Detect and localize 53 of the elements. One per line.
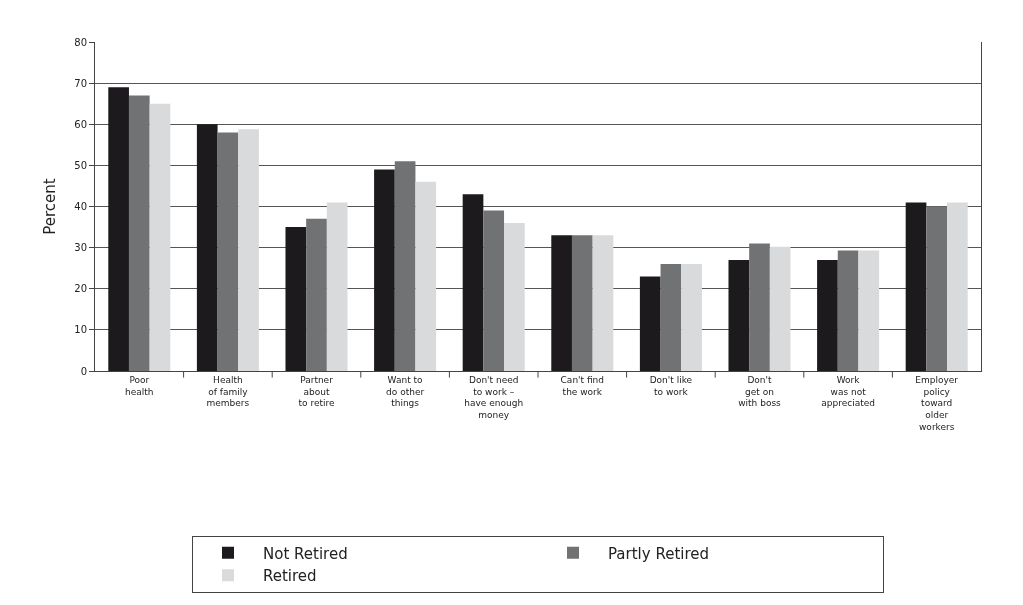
bar [769,246,791,371]
bar [196,124,218,371]
x-tick-label: Health of family members [206,374,250,409]
bar [551,235,572,371]
y-tick-label: 0 [80,365,87,377]
y-tick-label: 50 [74,159,87,171]
bar [837,250,859,371]
bar [217,132,239,371]
bar [238,129,259,371]
bar [681,264,702,371]
bar [149,103,171,371]
bar [858,250,880,371]
x-tick-label: Don't need to work – have enough money [464,374,524,420]
bar [326,202,348,371]
bar [504,222,525,371]
y-tick-label: 40 [74,201,87,212]
y-tick-label: 70 [74,77,87,89]
x-tick-label: Poor health [125,374,154,397]
bar [571,235,593,371]
legend-label: Not Retired [263,544,348,563]
bar [483,210,505,371]
x-tick-label: Don't get on with boss [738,374,782,409]
legend-label: Retired [263,567,317,586]
x-tick-label: Want to do other things [386,374,425,409]
bar [817,259,838,371]
x-tick-label: Don't like to work [649,374,693,397]
y-tick-label: 30 [74,242,87,254]
y-tick-label: 10 [74,324,87,336]
x-tick-label: Work was not appreciated [821,374,875,409]
bar [285,227,307,371]
bar [947,202,968,371]
y-axis-title: Percent [41,178,59,235]
bar [660,264,682,371]
y-tick-label: 20 [74,283,87,295]
bar [926,206,948,371]
bar [749,243,770,371]
x-tick-label: Can't find the work [560,374,605,397]
bar [306,218,327,371]
bar [462,194,484,371]
x-tick-label: Employer policy toward older workers [915,374,959,432]
bar [374,169,395,371]
legend-label: Partly Retired [608,544,710,563]
bar [639,276,661,371]
x-tick-label: Partner about to retire [298,374,335,409]
y-tick-label: 80 [74,36,87,48]
bar [728,259,750,371]
bar [108,87,129,371]
bar [415,181,437,371]
bar [394,161,416,371]
bar [905,202,927,371]
bar [592,235,614,371]
bar [128,95,150,371]
y-tick-label: 60 [74,118,87,130]
